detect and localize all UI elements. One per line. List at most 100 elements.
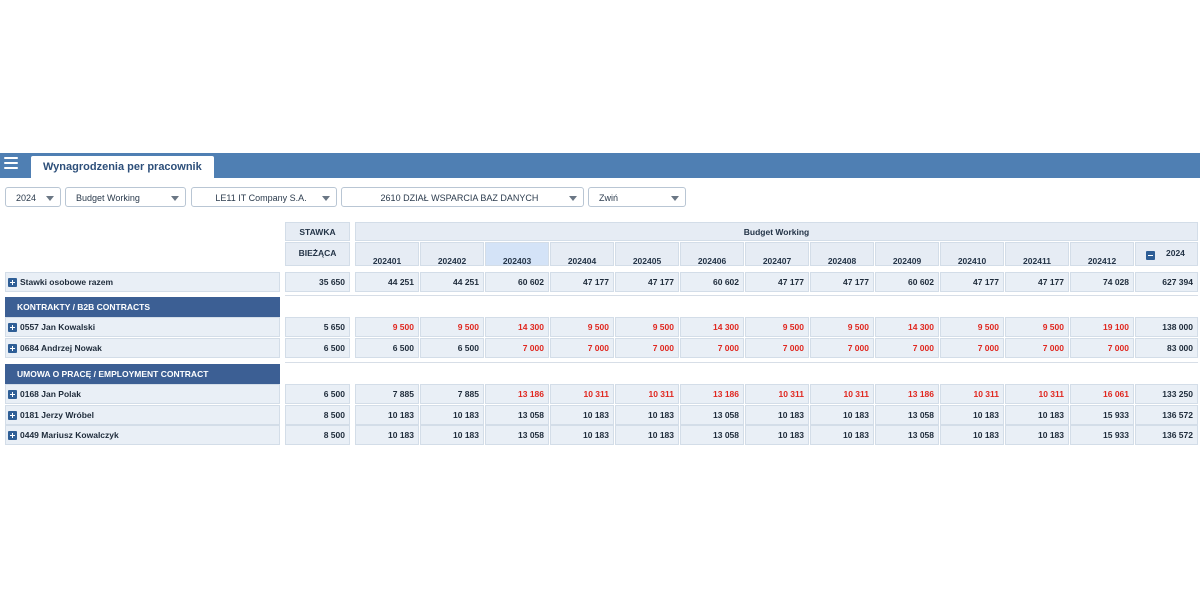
department-select[interactable]: 2610 DZIAŁ WSPARCIA BAZ DANYCH — [341, 187, 584, 207]
month-value-cell[interactable]: 10 183 — [810, 425, 874, 445]
month-value-cell[interactable]: 10 183 — [355, 405, 419, 425]
month-value-cell[interactable]: 10 183 — [550, 405, 614, 425]
month-header-202403[interactable]: 202403 — [485, 242, 549, 266]
month-header-202402[interactable]: 202402 — [420, 242, 484, 266]
month-header-202409[interactable]: 202409 — [875, 242, 939, 266]
month-value-cell[interactable]: 16 061 — [1070, 384, 1134, 404]
month-value-cell[interactable]: 10 311 — [940, 384, 1004, 404]
month-value-cell[interactable]: 7 000 — [1070, 338, 1134, 358]
employee-row-label[interactable]: 0168 Jan Polak — [5, 384, 280, 404]
month-value-cell[interactable]: 15 933 — [1070, 405, 1134, 425]
expand-plus-icon[interactable] — [8, 323, 17, 332]
month-value-cell[interactable]: 9 500 — [810, 317, 874, 337]
month-value-cell[interactable]: 10 183 — [810, 405, 874, 425]
tab-salaries-per-employee[interactable]: Wynagrodzenia per pracownik — [31, 156, 214, 178]
month-value-cell[interactable]: 10 311 — [1005, 384, 1069, 404]
month-value-cell[interactable]: 10 183 — [940, 405, 1004, 425]
month-value-cell[interactable]: 7 000 — [550, 338, 614, 358]
month-value-cell[interactable]: 13 186 — [485, 384, 549, 404]
month-header-202410[interactable]: 202410 — [940, 242, 1004, 266]
month-value-cell[interactable]: 60 602 — [680, 272, 744, 292]
month-header-202405[interactable]: 202405 — [615, 242, 679, 266]
month-value-cell[interactable]: 13 058 — [485, 405, 549, 425]
month-value-cell[interactable]: 7 000 — [485, 338, 549, 358]
month-value-cell[interactable]: 10 183 — [615, 405, 679, 425]
employee-row-label[interactable]: 0449 Mariusz Kowalczyk — [5, 425, 280, 445]
month-value-cell[interactable]: 15 933 — [1070, 425, 1134, 445]
month-value-cell[interactable]: 9 500 — [745, 317, 809, 337]
month-value-cell[interactable]: 44 251 — [355, 272, 419, 292]
expand-plus-icon[interactable] — [8, 390, 17, 399]
expand-plus-icon[interactable] — [8, 411, 17, 420]
month-value-cell[interactable]: 10 183 — [745, 405, 809, 425]
month-value-cell[interactable]: 47 177 — [1005, 272, 1069, 292]
month-value-cell[interactable]: 60 602 — [485, 272, 549, 292]
company-select[interactable]: LE11 IT Company S.A. — [191, 187, 337, 207]
expand-plus-icon[interactable] — [8, 344, 17, 353]
month-value-cell[interactable]: 7 000 — [680, 338, 744, 358]
month-value-cell[interactable]: 10 183 — [550, 425, 614, 445]
month-value-cell[interactable]: 9 500 — [550, 317, 614, 337]
month-value-cell[interactable]: 13 058 — [680, 425, 744, 445]
month-value-cell[interactable]: 13 058 — [875, 405, 939, 425]
month-value-cell[interactable]: 74 028 — [1070, 272, 1134, 292]
month-value-cell[interactable]: 13 058 — [485, 425, 549, 445]
month-value-cell[interactable]: 47 177 — [940, 272, 1004, 292]
month-value-cell[interactable]: 9 500 — [940, 317, 1004, 337]
expand-plus-icon[interactable] — [8, 278, 17, 287]
hamburger-menu-icon[interactable] — [4, 157, 18, 169]
month-value-cell[interactable]: 7 000 — [810, 338, 874, 358]
month-header-202404[interactable]: 202404 — [550, 242, 614, 266]
month-value-cell[interactable]: 10 311 — [745, 384, 809, 404]
month-header-202412[interactable]: 202412 — [1070, 242, 1134, 266]
month-value-cell[interactable]: 9 500 — [355, 317, 419, 337]
employee-row-label[interactable]: 0684 Andrzej Nowak — [5, 338, 280, 358]
month-value-cell[interactable]: 47 177 — [550, 272, 614, 292]
month-header-202401[interactable]: 202401 — [355, 242, 419, 266]
month-value-cell[interactable]: 6 500 — [355, 338, 419, 358]
month-value-cell[interactable]: 13 058 — [875, 425, 939, 445]
month-value-cell[interactable]: 7 000 — [875, 338, 939, 358]
month-value-cell[interactable]: 13 186 — [875, 384, 939, 404]
scenario-select[interactable]: Budget Working — [65, 187, 186, 207]
month-value-cell[interactable]: 9 500 — [615, 317, 679, 337]
month-value-cell[interactable]: 14 300 — [680, 317, 744, 337]
month-value-cell[interactable]: 10 311 — [810, 384, 874, 404]
month-value-cell[interactable]: 7 000 — [940, 338, 1004, 358]
month-value-cell[interactable]: 7 885 — [420, 384, 484, 404]
month-value-cell[interactable]: 44 251 — [420, 272, 484, 292]
month-value-cell[interactable]: 47 177 — [810, 272, 874, 292]
employee-row-label[interactable]: 0181 Jerzy Wróbel — [5, 405, 280, 425]
month-value-cell[interactable]: 10 183 — [1005, 425, 1069, 445]
month-value-cell[interactable]: 9 500 — [420, 317, 484, 337]
month-value-cell[interactable]: 13 058 — [680, 405, 744, 425]
month-value-cell[interactable]: 6 500 — [420, 338, 484, 358]
month-header-202411[interactable]: 202411 — [1005, 242, 1069, 266]
year-total-header[interactable]: 2024 — [1135, 242, 1198, 266]
expand-plus-icon[interactable] — [8, 431, 17, 440]
month-header-202406[interactable]: 202406 — [680, 242, 744, 266]
month-value-cell[interactable]: 10 183 — [940, 425, 1004, 445]
summary-row-label[interactable]: Stawki osobowe razem — [5, 272, 280, 292]
year-select[interactable]: 2024 — [5, 187, 61, 207]
month-value-cell[interactable]: 7 000 — [1005, 338, 1069, 358]
month-value-cell[interactable]: 13 186 — [680, 384, 744, 404]
month-header-202407[interactable]: 202407 — [745, 242, 809, 266]
month-value-cell[interactable]: 10 183 — [420, 425, 484, 445]
month-value-cell[interactable]: 19 100 — [1070, 317, 1134, 337]
month-value-cell[interactable]: 7 000 — [745, 338, 809, 358]
month-value-cell[interactable]: 60 602 — [875, 272, 939, 292]
month-value-cell[interactable]: 9 500 — [1005, 317, 1069, 337]
month-header-202408[interactable]: 202408 — [810, 242, 874, 266]
month-value-cell[interactable]: 14 300 — [875, 317, 939, 337]
month-value-cell[interactable]: 10 183 — [355, 425, 419, 445]
month-value-cell[interactable]: 7 885 — [355, 384, 419, 404]
collapse-icon[interactable] — [1146, 251, 1155, 260]
month-value-cell[interactable]: 10 311 — [615, 384, 679, 404]
month-value-cell[interactable]: 10 183 — [745, 425, 809, 445]
month-value-cell[interactable]: 47 177 — [615, 272, 679, 292]
view-select[interactable]: Zwiń — [588, 187, 686, 207]
month-value-cell[interactable]: 47 177 — [745, 272, 809, 292]
month-value-cell[interactable]: 10 183 — [420, 405, 484, 425]
month-value-cell[interactable]: 10 183 — [615, 425, 679, 445]
